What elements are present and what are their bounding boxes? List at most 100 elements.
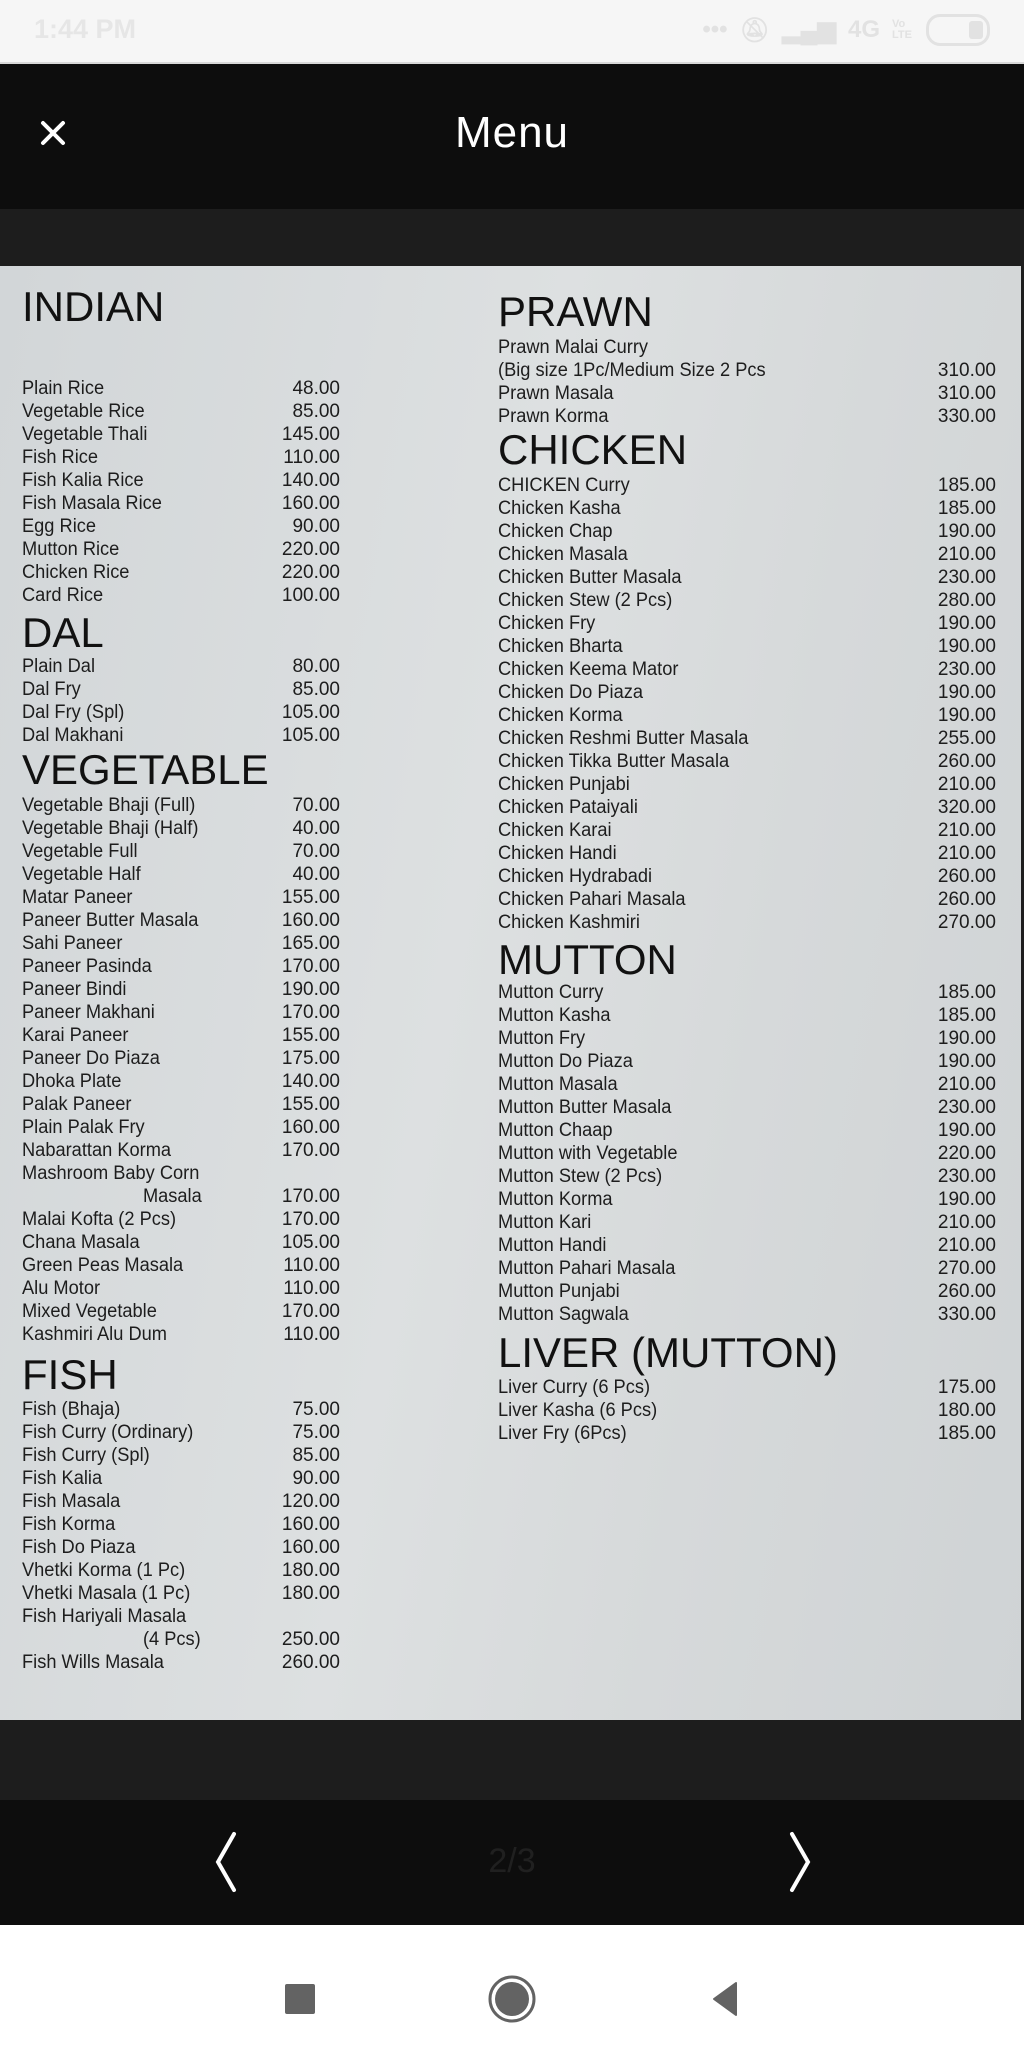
menu-item: Chicken Korma 190.00 bbox=[498, 704, 996, 727]
section-heading: CHICKEN bbox=[498, 426, 688, 473]
back-triangle-icon[interactable] bbox=[700, 1979, 740, 2019]
item-price: 85.00 bbox=[292, 1445, 340, 1466]
item-price: 190.00 bbox=[937, 1189, 996, 1210]
item-price: 190.00 bbox=[937, 1028, 996, 1049]
menu-item: Chicken Handi 210.00 bbox=[498, 842, 996, 865]
menu-item: Plain Dal 80.00 bbox=[22, 655, 340, 678]
item-name: Chicken Punjabi bbox=[498, 774, 630, 795]
item-name: Fish Rice bbox=[22, 447, 99, 468]
item-name: Fish Curry (Spl) bbox=[22, 1445, 150, 1466]
previous-button[interactable] bbox=[196, 1830, 256, 1894]
menu-item: Chicken Masala 210.00 bbox=[498, 543, 996, 566]
item-price: 210.00 bbox=[937, 1212, 996, 1233]
item-name: Vhetki Masala (1 Pc) bbox=[22, 1583, 191, 1604]
menu-item: Plain Palak Fry 160.00 bbox=[22, 1116, 340, 1139]
item-name: (4 Pcs) bbox=[142, 1629, 201, 1650]
next-button[interactable] bbox=[770, 1830, 830, 1894]
item-name: Paneer Butter Masala bbox=[22, 910, 199, 931]
item-name: Fish Masala Rice bbox=[22, 493, 162, 514]
item-price: 230.00 bbox=[937, 1166, 996, 1187]
menu-item: Chicken Bharta 190.00 bbox=[498, 635, 996, 658]
menu-item: Prawn Masala 310.00 bbox=[498, 382, 996, 405]
item-price: 80.00 bbox=[292, 656, 340, 677]
menu-item: Mutton Korma 190.00 bbox=[498, 1188, 996, 1211]
item-price: 190.00 bbox=[937, 705, 996, 726]
menu-item: Vegetable Thali 145.00 bbox=[22, 423, 340, 446]
item-price: 170.00 bbox=[281, 1002, 340, 1023]
item-name: Chicken Hydrabadi bbox=[498, 866, 653, 887]
item-price: 75.00 bbox=[292, 1399, 340, 1420]
recents-square-icon[interactable] bbox=[282, 1981, 318, 2017]
menu-item: Prawn Malai Curry bbox=[498, 336, 996, 359]
item-name: Chicken Kasha bbox=[498, 498, 621, 519]
menu-item: Vegetable Full 70.00 bbox=[22, 840, 340, 863]
item-price: 160.00 bbox=[281, 1117, 340, 1138]
item-name: Mashroom Baby Corn bbox=[22, 1163, 200, 1184]
item-price: 180.00 bbox=[281, 1583, 340, 1604]
menu-item: Fish Do Piaza 160.00 bbox=[22, 1536, 340, 1559]
more-dots-icon: ••• bbox=[702, 16, 728, 43]
item-name: Chicken Tikka Butter Masala bbox=[498, 751, 730, 772]
item-price: 110.00 bbox=[283, 1324, 340, 1345]
system-navigation bbox=[0, 1925, 1024, 2048]
menu-item: Fish Kalia 90.00 bbox=[22, 1467, 340, 1490]
item-price: 210.00 bbox=[937, 820, 996, 841]
menu-item: Liver Fry (6Pcs) 185.00 bbox=[498, 1422, 996, 1445]
item-price: 190.00 bbox=[937, 682, 996, 703]
menu-section: CHICKEN CHICKEN Curry 185.00 Chicken Kasha 1… bbox=[498, 426, 996, 934]
header: Menu bbox=[0, 64, 1024, 209]
item-price: 185.00 bbox=[937, 498, 996, 519]
item-price: 120.00 bbox=[281, 1491, 340, 1512]
menu-item: Mutton Handi 210.00 bbox=[498, 1234, 996, 1257]
page-title: Menu bbox=[454, 108, 570, 157]
item-name: CHICKEN Curry bbox=[498, 475, 630, 496]
item-price: 155.00 bbox=[281, 887, 340, 908]
menu-item: Fish Kalia Rice 140.00 bbox=[22, 469, 340, 492]
menu-item: (Big size 1Pc/Medium Size 2 Pcs 310.00 bbox=[498, 359, 996, 382]
close-button[interactable] bbox=[34, 114, 72, 152]
item-price: 310.00 bbox=[937, 360, 996, 381]
item-name: Mixed Vegetable bbox=[22, 1301, 157, 1322]
item-name: Vegetable Thali bbox=[22, 424, 148, 445]
item-name: Chicken Pataiyali bbox=[498, 797, 638, 818]
home-circle-icon[interactable] bbox=[486, 1973, 538, 2025]
menu-item: Matar Paneer 155.00 bbox=[22, 886, 340, 909]
item-name: Liver Curry (6 Pcs) bbox=[498, 1377, 651, 1398]
item-price: 260.00 bbox=[937, 889, 996, 910]
item-price: 85.00 bbox=[292, 679, 340, 700]
menu-item: Mutton Punjabi 260.00 bbox=[498, 1280, 996, 1303]
menu-item: Chicken Karai 210.00 bbox=[498, 819, 996, 842]
menu-section: DAL Plain Dal 80.00 Dal Fry 85.00 Dal Fry (Sp… bbox=[22, 612, 340, 747]
chevron-left-icon bbox=[215, 1832, 236, 1892]
item-name: Dhoka Plate bbox=[22, 1071, 122, 1092]
item-name: Mutton Kasha bbox=[498, 1005, 611, 1026]
item-name: Dal Fry (Spl) bbox=[22, 702, 125, 723]
item-price: 270.00 bbox=[937, 1258, 996, 1279]
item-name: Chicken Fry bbox=[498, 613, 596, 634]
status-time: 1:44 PM bbox=[34, 14, 137, 44]
menu-item: Vegetable Rice 85.00 bbox=[22, 400, 340, 423]
item-price: 145.00 bbox=[281, 424, 340, 445]
item-name: Paneer Bindi bbox=[22, 979, 127, 1000]
item-price: 260.00 bbox=[937, 751, 996, 772]
item-price: 270.00 bbox=[937, 912, 996, 933]
item-name: Dal Fry bbox=[22, 679, 81, 700]
item-name: Egg Rice bbox=[22, 516, 97, 537]
item-name: Prawn Masala bbox=[498, 383, 614, 404]
menu-item: Egg Rice 90.00 bbox=[22, 515, 340, 538]
item-price: 330.00 bbox=[937, 1304, 996, 1325]
item-price: 210.00 bbox=[937, 843, 996, 864]
menu-item: Chicken Pataiyali 320.00 bbox=[498, 796, 996, 819]
item-name: Sahi Paneer bbox=[22, 933, 123, 954]
item-price: 330.00 bbox=[937, 406, 996, 427]
item-price: 185.00 bbox=[937, 475, 996, 496]
menu-item: Fish Masala 120.00 bbox=[22, 1490, 340, 1513]
item-name: Chicken Korma bbox=[498, 705, 623, 726]
menu-item: Mutton Sagwala 330.00 bbox=[498, 1303, 996, 1326]
item-name: Mutton Do Piaza bbox=[498, 1051, 633, 1072]
item-price: 220.00 bbox=[281, 539, 340, 560]
item-price: 220.00 bbox=[937, 1143, 996, 1164]
menu-item: Mutton Stew (2 Pcs) 230.00 bbox=[498, 1165, 996, 1188]
item-price: 260.00 bbox=[937, 1281, 996, 1302]
menu-item: Fish Masala Rice 160.00 bbox=[22, 492, 340, 515]
